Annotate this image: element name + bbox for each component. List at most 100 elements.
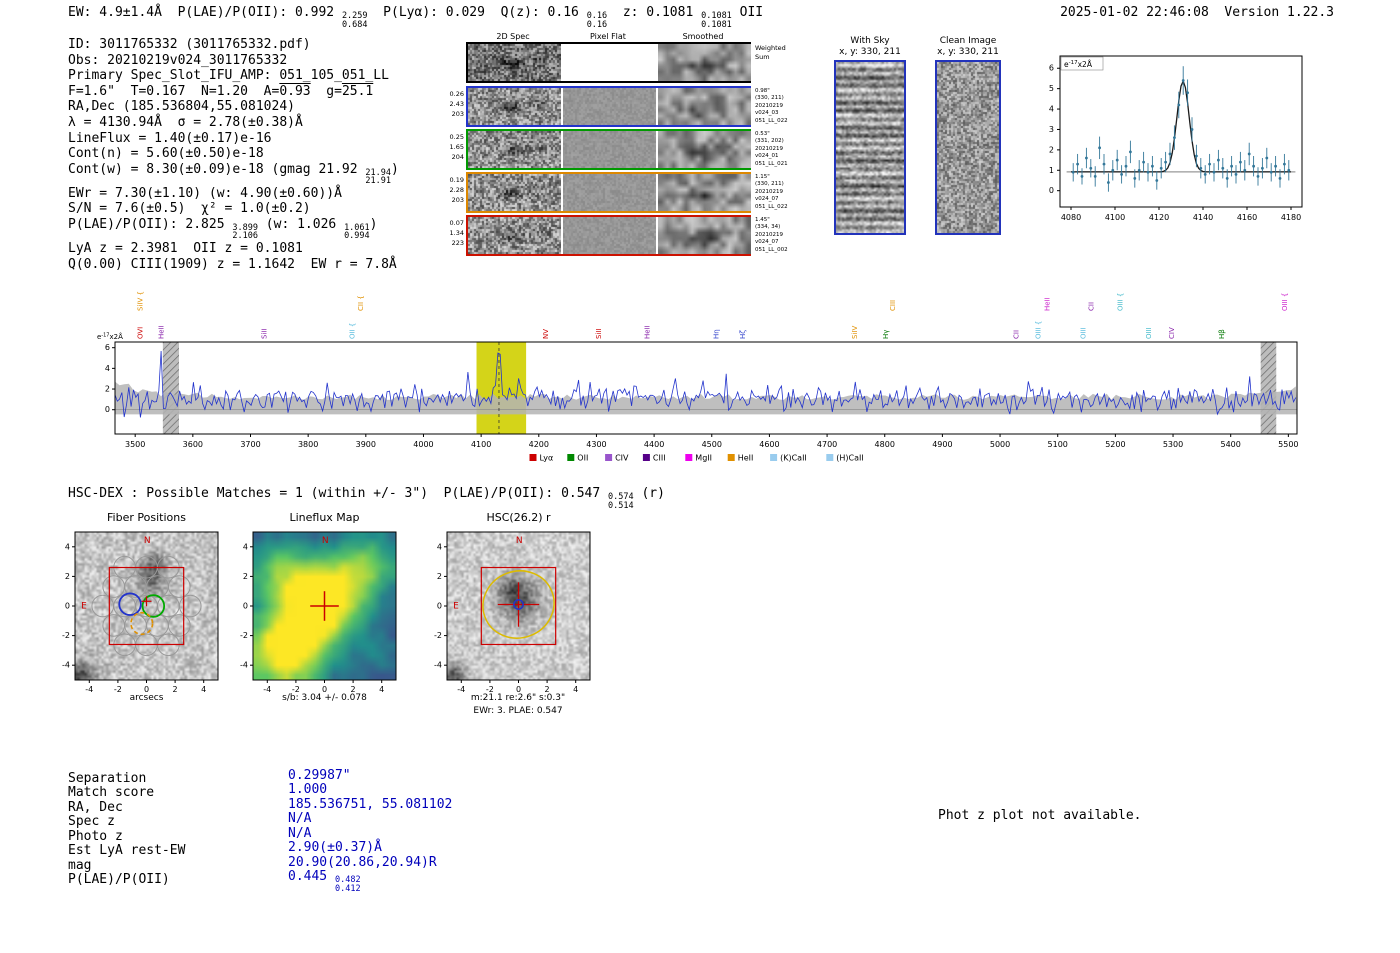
clean-image-panel: Clean Image x, y: 330, 211 — [920, 36, 1016, 235]
svg-text:3800: 3800 — [298, 440, 318, 449]
cutout-row-annotation: 1.15" (330, 211) 20210219 v024_07 051_LL_022 — [755, 174, 788, 210]
svg-text:Lyα: Lyα — [540, 454, 554, 463]
svg-text:4: 4 — [437, 542, 442, 551]
emission-line-label: HeII — [644, 325, 652, 339]
svg-text:3: 3 — [1049, 125, 1054, 134]
cutout-smoothed — [658, 217, 751, 254]
stacked-value: 1.061 0.994 — [344, 222, 370, 242]
emission-line-label: OIII — [1079, 327, 1087, 339]
detection-highlight-band — [476, 342, 527, 434]
cutout-row — [466, 86, 751, 127]
match-row-label: Match score — [68, 785, 155, 801]
svg-text:2: 2 — [545, 685, 550, 694]
timestamp: 2025-01-02 22:46:08 Version 1.22.3 — [1060, 5, 1334, 20]
emission-line-label: Hγ — [882, 330, 890, 339]
emission-line-label: CII — [1088, 302, 1096, 311]
match-row-value: N/A — [288, 825, 312, 841]
match-row-label: Est LyA rest-EW — [68, 843, 186, 859]
zoom-ylabel: e-17x2Å — [1064, 60, 1093, 69]
cutout-2dspec — [468, 174, 561, 211]
svg-text:4160: 4160 — [1237, 213, 1257, 222]
info-block: ID: 3011765332 (3011765332.pdf) Obs: 2021… — [68, 37, 399, 272]
svg-text:4500: 4500 — [702, 440, 722, 449]
info-line: F=1.6" T=0.167 N=1.20 A=0.93 g=25.1 — [68, 83, 374, 99]
with-sky-panel: With Sky x, y: 330, 211 — [820, 36, 920, 235]
info-line: ID: 3011765332 (3011765332.pdf) — [68, 37, 311, 52]
info-line: Primary Spec_Slot_IFU_AMP: 051_105_051_L… — [68, 68, 389, 84]
cutout-box — [480, 566, 557, 646]
svg-text:4140: 4140 — [1193, 213, 1213, 222]
match-row-label: Photo z — [68, 828, 123, 844]
emission-line-label: SiII — [595, 328, 603, 339]
cutout-row — [466, 129, 751, 170]
svg-text:3700: 3700 — [240, 440, 260, 449]
svg-text:0: 0 — [144, 685, 149, 694]
col-title-pixelflat: Pixel Flat — [590, 32, 626, 41]
hsc-xlabel: m:21.1 re:2.6" s:0.3" — [470, 693, 566, 703]
cutout-smoothed — [658, 131, 751, 168]
cutout-2dspec — [468, 44, 561, 81]
svg-text:4: 4 — [65, 542, 70, 551]
svg-text:4100: 4100 — [1105, 213, 1125, 222]
svg-text:6: 6 — [105, 343, 110, 352]
info-line: P(LAE)/P(OII): 2.825 3.899 2.106 (w: 1.02… — [68, 216, 378, 242]
fiber-blue — [118, 592, 142, 616]
svg-text:0: 0 — [105, 405, 110, 414]
match-row-label: Separation — [68, 771, 147, 786]
summary-header: EW: 4.9±1.4Å P(LAE)/P(OII): 0.992 2.259 0… — [68, 5, 764, 30]
info-line: EWr = 7.30(±1.10) (w: 4.90(±0.60))Å — [68, 185, 342, 201]
svg-text:4600: 4600 — [759, 440, 779, 449]
svg-text:5500: 5500 — [1278, 440, 1298, 449]
info-line: S/N = 7.6(±0.5) χ² = 1.0(±0.2) — [68, 201, 311, 217]
cutout-row — [466, 172, 751, 213]
cutout-pixelflat — [563, 174, 656, 211]
emission-line-label: HeII — [157, 325, 165, 339]
photz-note: Phot z plot not available. — [938, 808, 1142, 823]
svg-text:2: 2 — [173, 685, 178, 694]
svg-text:4: 4 — [1049, 105, 1054, 114]
emission-line-label: CII — [1013, 330, 1021, 339]
hsc-overlay: -4 -4 -2 -2 0 0 2 2 4 4 N E — [434, 531, 591, 694]
info-line: λ = 4130.94Å σ = 2.78(±0.38)Å — [68, 114, 303, 130]
match-row-label: mag — [68, 857, 92, 873]
emission-line-label: OIII { — [1034, 321, 1042, 339]
spectrum-line — [114, 350, 1297, 418]
fiber-green — [141, 594, 166, 618]
hsc-title: HSC(26.2) r — [486, 511, 551, 524]
emission-line-label: Hζ — [739, 330, 747, 339]
svg-text:5400: 5400 — [1221, 440, 1241, 449]
match-row-value: N/A — [288, 811, 312, 827]
svg-text:3900: 3900 — [356, 440, 376, 449]
masked-band — [162, 342, 180, 434]
emission-line-label: Hβ — [1218, 329, 1226, 339]
data-points — [1071, 66, 1291, 192]
cutout-smoothed — [658, 44, 751, 81]
centroid-circle — [513, 599, 524, 610]
svg-text:-4: -4 — [62, 661, 70, 670]
svg-text:-4: -4 — [85, 685, 93, 694]
hsc-xlabel2: EWr: 3. PLAE: 0.547 — [473, 706, 563, 716]
cutout-grid: 2D Spec Pixel Flat Smoothed Weighted Sum 0… — [448, 26, 798, 262]
spectrum-legend: Lyα OII CIV CIII MgII HeII (K)CaII (H)CaII — [529, 454, 864, 463]
cutout-smoothed — [658, 174, 751, 211]
svg-text:-2: -2 — [292, 685, 300, 694]
svg-text:N: N — [322, 536, 329, 546]
svg-text:-4: -4 — [263, 685, 271, 694]
spectrum-ticks: 3500 3600 3700 3800 3900 4000 4100 4200 4300 4400… — [105, 343, 1299, 449]
svg-text:CIV: CIV — [615, 454, 629, 463]
cutout-row-annotation: 0.53" (331, 202) 20210219 v024_01 051_LL_021 — [755, 131, 788, 167]
cutout-box — [108, 566, 185, 646]
match-row-label: Spec z — [68, 814, 115, 830]
svg-text:4: 4 — [573, 685, 578, 694]
svg-text:4300: 4300 — [586, 440, 606, 449]
cutout-row-stats: 0.07 1.34 223 — [449, 219, 464, 248]
cutout-smoothed — [658, 88, 751, 125]
match-table-row: Match score 1.000 — [68, 782, 452, 801]
svg-text:-4: -4 — [434, 661, 442, 670]
match-row-value: 185.536751, 55.081102 — [288, 796, 453, 812]
with-sky-image — [834, 60, 906, 235]
match-row-value: 2.90(±0.37)Å — [288, 840, 382, 856]
svg-text:-4: -4 — [240, 661, 248, 670]
svg-text:2: 2 — [65, 572, 70, 581]
stacked-value: 2.259 0.684 — [341, 11, 368, 30]
